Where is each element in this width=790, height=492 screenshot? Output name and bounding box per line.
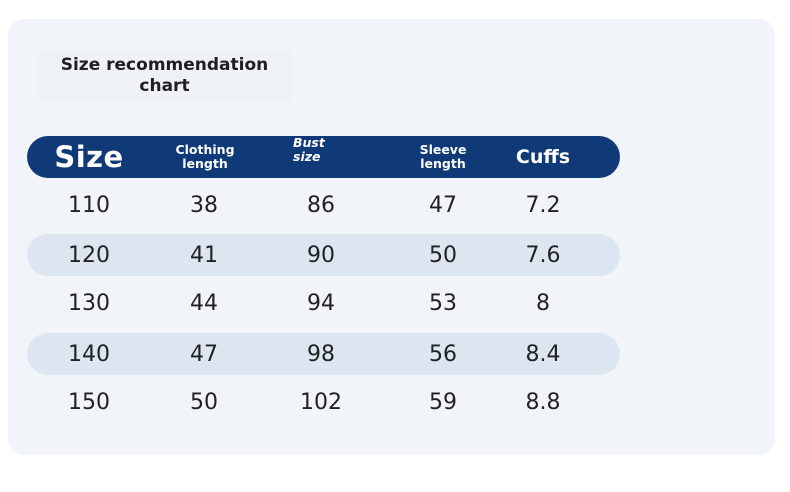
cell-cuffs: 7.6: [525, 242, 561, 268]
table-row: 140 47 98 56 8.4: [27, 333, 620, 375]
cell-sleeve-length: 47: [429, 192, 457, 218]
chart-title-box: Size recommendation chart: [38, 50, 291, 102]
cell-size: 120: [68, 242, 110, 268]
cell-sleeve-length: 56: [429, 341, 457, 367]
cell-bust-size: 98: [307, 341, 335, 367]
header-clothing-length: Clothing length: [164, 136, 246, 178]
cell-size: 150: [68, 389, 110, 415]
table-header: Size Clothing length Bust size Sleeve le…: [27, 136, 620, 178]
header-sleeve-length: Sleeve length: [405, 136, 481, 178]
cell-clothing-length: 41: [190, 242, 218, 268]
cell-cuffs: 8.4: [525, 341, 561, 367]
cell-clothing-length: 47: [190, 341, 218, 367]
cell-bust-size: 90: [307, 242, 335, 268]
cell-bust-size: 86: [307, 192, 335, 218]
chart-title: Size recommendation chart: [60, 55, 269, 96]
table-row: 150 50 102 59 8.8: [27, 381, 620, 423]
header-cuffs: Cuffs: [515, 146, 571, 168]
cell-sleeve-length: 50: [429, 242, 457, 268]
cell-size: 110: [68, 192, 110, 218]
header-clothing-length-line1: Clothing: [175, 142, 235, 157]
table-row: 120 41 90 50 7.6: [27, 234, 620, 276]
header-bust-size-line2: size: [293, 149, 321, 164]
cell-clothing-length: 44: [190, 290, 218, 316]
cell-bust-size: 94: [307, 290, 335, 316]
cell-cuffs: 8.8: [525, 389, 561, 415]
header-bust-size-line1: Bust: [293, 135, 325, 150]
cell-cuffs: 8: [536, 290, 550, 316]
cell-sleeve-length: 53: [429, 290, 457, 316]
cell-size: 130: [68, 290, 110, 316]
table-row: 130 44 94 53 8: [27, 282, 620, 324]
table-row: 110 38 86 47 7.2: [27, 184, 620, 226]
header-bust-size: Bust size: [293, 136, 353, 178]
cell-sleeve-length: 59: [429, 389, 457, 415]
cell-size: 140: [68, 341, 110, 367]
cell-clothing-length: 38: [190, 192, 218, 218]
cell-cuffs: 7.2: [525, 192, 561, 218]
cell-clothing-length: 50: [190, 389, 218, 415]
header-size: Size: [54, 140, 124, 174]
cell-bust-size: 102: [300, 389, 342, 415]
header-clothing-length-line2: length: [182, 156, 228, 171]
header-sleeve-length-line2: length: [420, 156, 466, 171]
header-sleeve-length-line1: Sleeve: [419, 142, 467, 157]
